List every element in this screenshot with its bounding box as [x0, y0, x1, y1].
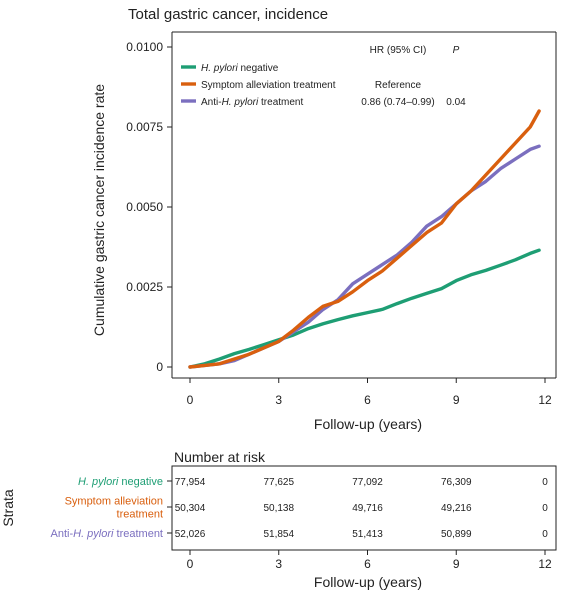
main-plot: 0 0.0025 0.0050 0.0075 0.0100 0 3 6 9 12 HR (95%… [126, 31, 557, 407]
risk-x-tick-label: 3 [275, 557, 282, 571]
x-tick-label: 3 [275, 393, 282, 407]
hr-value: Reference [375, 80, 422, 91]
strata-label: Strata [0, 489, 16, 527]
legend-label: Symptom alleviation treatment [201, 80, 336, 91]
x-tick-label: 6 [364, 393, 371, 407]
hr-header: HR (95% CI) [370, 45, 427, 56]
series-line-1 [188, 109, 541, 369]
hr-value: 0.86 (0.74–0.99) [361, 97, 434, 108]
x-axis-label: Follow-up (years) [314, 416, 422, 432]
legend-label: H. pylori negative [201, 63, 279, 74]
p-header: P [453, 45, 460, 56]
risk-table-frame [171, 465, 557, 551]
risk-cell: 77,625 [263, 477, 294, 488]
series-line-2 [188, 144, 541, 369]
strata-row-label: Anti-H. pylori treatment [51, 528, 164, 540]
y-tick-label: 0.0100 [126, 40, 163, 54]
risk-x-tick-label: 0 [187, 557, 194, 571]
legend-label: Anti-H. pylori treatment [201, 97, 303, 108]
y-tick-label: 0 [156, 360, 163, 374]
risk-x-axis-label: Follow-up (years) [314, 574, 422, 590]
series-line-0 [188, 248, 541, 369]
strata-row-label: H. pylori negative [78, 476, 163, 488]
risk-cell: 77,954 [175, 477, 206, 488]
risk-cell: 0 [542, 503, 548, 514]
risk-cell: 50,899 [441, 529, 472, 540]
risk-table-title: Number at risk [174, 449, 266, 465]
risk-x-tick-label: 6 [364, 557, 371, 571]
risk-cell: 50,138 [263, 503, 294, 514]
risk-table: Number at risk Strata H. pylori negative… [0, 449, 557, 590]
risk-cell: 51,413 [352, 529, 383, 540]
risk-x-tick-label: 12 [538, 557, 552, 571]
risk-cell: 52,026 [175, 529, 206, 540]
x-tick-label: 12 [538, 393, 552, 407]
strata-row-label: treatment [117, 509, 163, 521]
y-tick-label: 0.0025 [126, 280, 163, 294]
risk-cell: 76,309 [441, 477, 472, 488]
chart-title: Total gastric cancer, incidence [128, 6, 328, 23]
risk-cell: 0 [542, 477, 548, 488]
y-axis-label: Cumulative gastric cancer incidence rate [91, 84, 107, 336]
x-tick-label: 0 [187, 393, 194, 407]
x-tick-label: 9 [453, 393, 460, 407]
risk-cell: 0 [542, 529, 548, 540]
risk-cell: 50,304 [175, 503, 206, 514]
strata-row-label: Symptom alleviation [65, 496, 163, 508]
risk-cell: 49,716 [352, 503, 383, 514]
risk-cell: 51,854 [263, 529, 294, 540]
risk-x-tick-label: 9 [453, 557, 460, 571]
p-value: 0.04 [446, 97, 466, 108]
risk-cell: 49,216 [441, 503, 472, 514]
y-tick-label: 0.0075 [126, 120, 163, 134]
risk-cell: 77,092 [352, 477, 383, 488]
y-tick-label: 0.0050 [126, 200, 163, 214]
